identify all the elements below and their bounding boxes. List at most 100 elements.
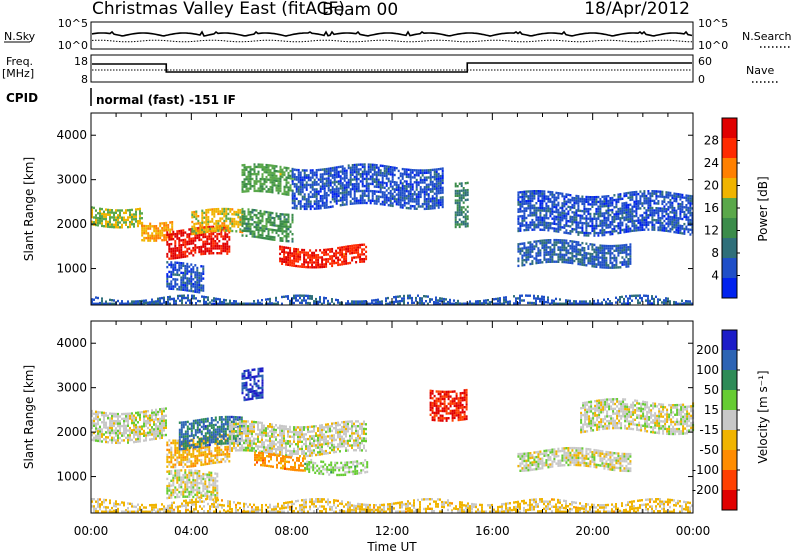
echo-cell bbox=[553, 238, 556, 242]
echo-cell bbox=[216, 244, 219, 248]
echo-cell bbox=[271, 216, 274, 220]
echo-cell bbox=[275, 229, 278, 232]
echo-cell bbox=[341, 198, 344, 202]
echo-cell bbox=[222, 249, 225, 253]
echo-cell bbox=[153, 237, 156, 240]
echo-cell bbox=[197, 229, 200, 232]
echo-cell bbox=[229, 208, 232, 211]
echo-cell bbox=[345, 188, 348, 192]
echo-cell bbox=[186, 247, 189, 251]
echo-cell bbox=[293, 173, 296, 176]
echo-cell bbox=[383, 191, 386, 194]
echo-cell bbox=[319, 300, 321, 304]
echo-cell bbox=[603, 212, 606, 215]
echo-cell bbox=[669, 223, 672, 226]
echo-cell bbox=[405, 173, 408, 176]
echo-cell bbox=[198, 281, 201, 284]
echo-cell bbox=[517, 193, 520, 197]
echo-cell bbox=[273, 229, 276, 232]
echo-cell bbox=[193, 294, 195, 298]
echo-cell bbox=[421, 302, 423, 305]
echo-cell bbox=[543, 258, 546, 261]
echo-cell bbox=[435, 296, 437, 299]
echo-cell bbox=[245, 215, 248, 218]
echo-cell bbox=[99, 207, 101, 210]
echo-cell bbox=[333, 259, 336, 262]
echo-cell bbox=[575, 248, 578, 251]
echo-cell bbox=[407, 168, 410, 171]
echo-cell bbox=[149, 237, 152, 240]
echo-cell bbox=[317, 202, 320, 205]
echo-cell bbox=[627, 246, 630, 249]
echo-cell bbox=[186, 284, 189, 287]
echo-cell bbox=[653, 223, 656, 227]
echo-cell bbox=[363, 260, 366, 263]
echo-cell bbox=[170, 233, 173, 236]
echo-cell bbox=[271, 186, 274, 189]
echo-cell bbox=[529, 202, 532, 205]
echo-cell bbox=[309, 249, 312, 252]
echo-cell bbox=[589, 262, 592, 265]
echo-cell bbox=[217, 229, 220, 232]
echo-cell bbox=[439, 167, 442, 171]
echo-cell bbox=[543, 199, 546, 203]
echo-cell bbox=[529, 214, 532, 217]
echo-cell bbox=[529, 248, 532, 251]
echo-cell bbox=[190, 282, 193, 285]
echo-cell bbox=[273, 176, 276, 180]
echo-cell bbox=[198, 279, 201, 282]
echo-cell bbox=[220, 244, 223, 248]
echo-cell bbox=[147, 225, 150, 228]
echo-cell bbox=[202, 252, 205, 256]
echo-cell bbox=[285, 235, 288, 238]
echo-cell bbox=[575, 300, 577, 303]
echo-cell bbox=[186, 255, 189, 258]
echo-cell bbox=[453, 299, 455, 302]
echo-cell bbox=[333, 200, 336, 203]
echo-cell bbox=[629, 196, 632, 199]
echo-cell bbox=[627, 225, 630, 228]
echo-cell bbox=[409, 190, 412, 193]
echo-cell bbox=[188, 233, 191, 236]
echo-cell bbox=[613, 256, 616, 260]
echo-cell bbox=[297, 260, 300, 263]
echo-cell bbox=[315, 171, 318, 174]
echo-cell bbox=[575, 255, 578, 258]
echo-cell bbox=[291, 175, 294, 178]
echo-cell bbox=[607, 226, 610, 229]
echo-cell bbox=[321, 258, 324, 261]
echo-cell bbox=[595, 251, 598, 254]
echo-cell bbox=[615, 205, 618, 209]
echo-cell bbox=[331, 190, 334, 194]
echo-cell bbox=[627, 203, 630, 207]
echo-cell bbox=[261, 299, 263, 302]
echo-cell bbox=[105, 440, 107, 444]
echo-cell bbox=[460, 199, 463, 202]
echo-cell bbox=[541, 207, 544, 210]
echo-cell bbox=[299, 296, 301, 300]
echo-cell bbox=[263, 166, 266, 169]
echo-cell bbox=[365, 177, 368, 181]
echo-cell bbox=[305, 176, 308, 179]
echo-cell bbox=[379, 300, 381, 304]
echo-cell bbox=[539, 194, 542, 198]
echo-cell bbox=[460, 189, 463, 192]
echo-cell bbox=[215, 222, 218, 225]
echo-cell bbox=[657, 302, 659, 305]
echo-cell bbox=[617, 251, 620, 255]
echo-cell bbox=[317, 256, 320, 259]
echo-cell bbox=[311, 171, 314, 174]
echo-cell bbox=[247, 187, 250, 190]
echo-cell bbox=[529, 204, 532, 207]
echo-cell bbox=[297, 171, 300, 174]
echo-cell bbox=[305, 174, 308, 177]
echo-cell bbox=[607, 249, 610, 253]
echo-cell bbox=[649, 199, 652, 202]
echo-cell bbox=[657, 228, 660, 232]
echo-cell bbox=[655, 207, 658, 210]
echo-cell bbox=[441, 201, 444, 204]
echo-cell bbox=[401, 203, 404, 207]
echo-cell bbox=[417, 202, 420, 206]
echo-cell bbox=[186, 277, 189, 280]
echo-cell bbox=[621, 244, 624, 247]
